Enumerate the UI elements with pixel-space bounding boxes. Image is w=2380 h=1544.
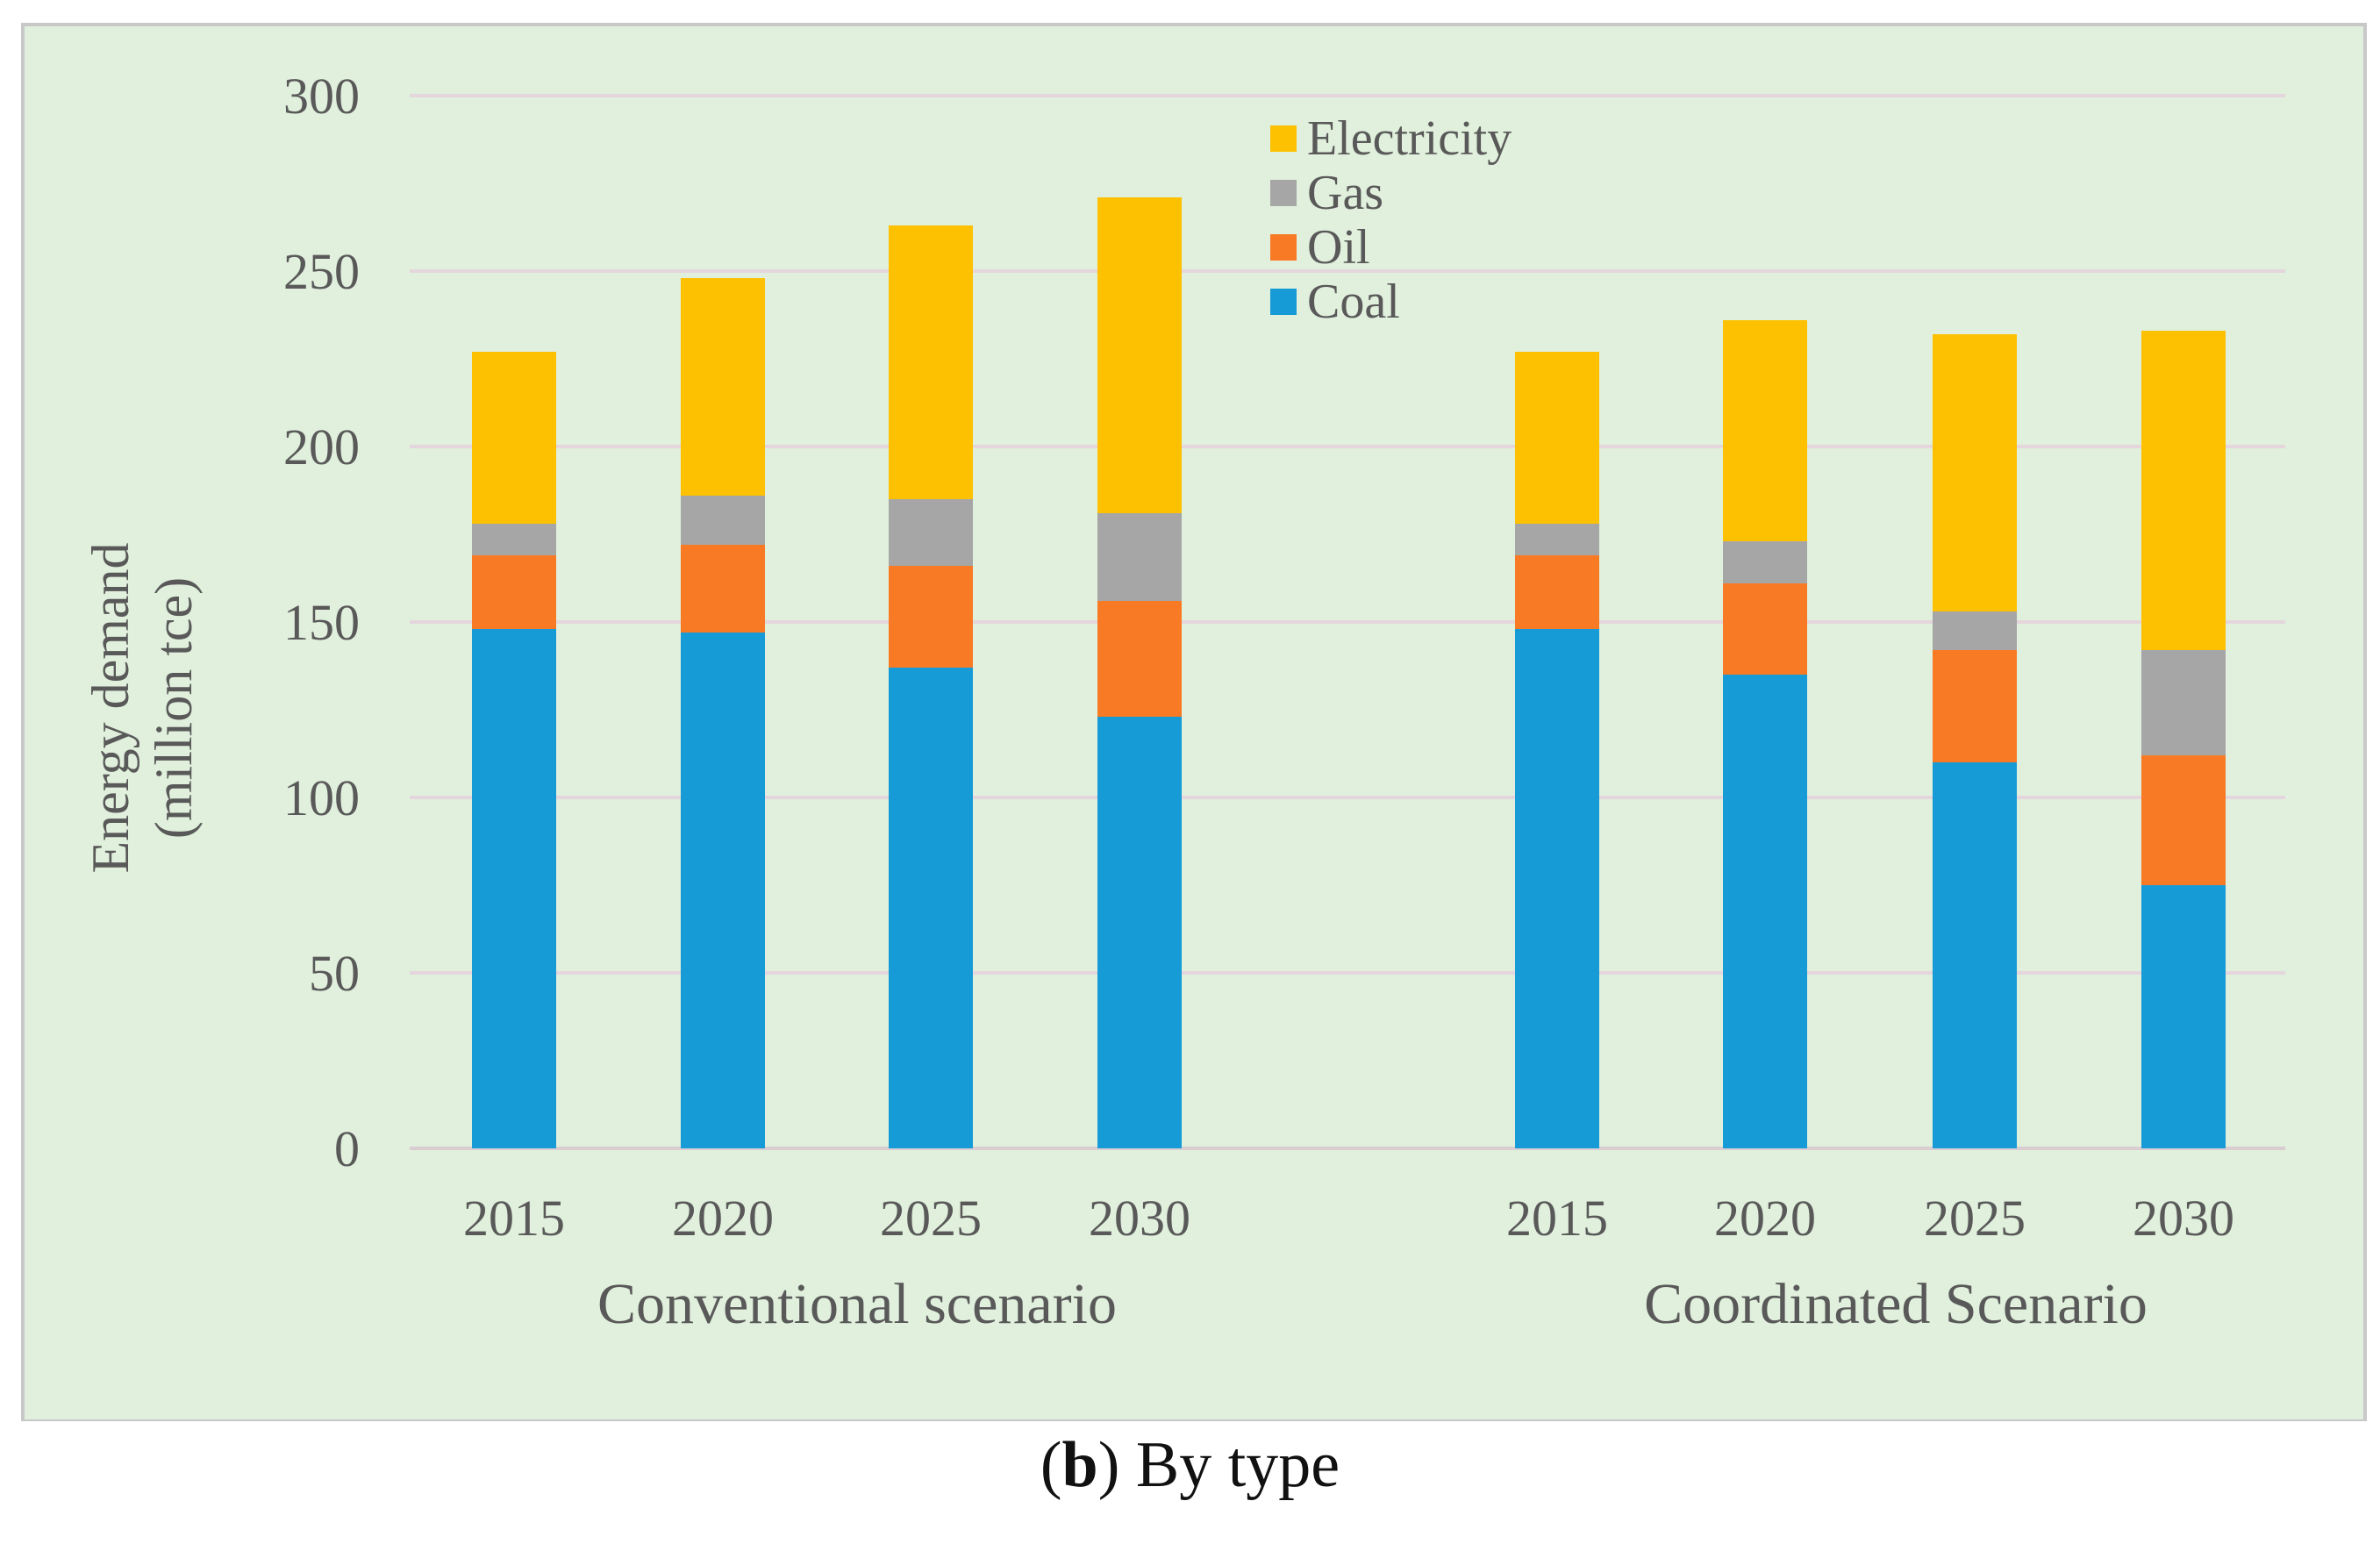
y-tick-label-50: 50 bbox=[309, 945, 360, 1002]
bar-conventional-2015-electricity bbox=[472, 352, 556, 524]
figure-caption: (b) By type bbox=[0, 1428, 2380, 1503]
y-axis-label-line1: Energy demand bbox=[82, 542, 139, 873]
bar-conventional-2030-electricity bbox=[1097, 197, 1182, 513]
legend-label-oil: Oil bbox=[1307, 220, 1370, 275]
caption-text: ) By type bbox=[1097, 1429, 1340, 1501]
y-tick-label-250: 250 bbox=[283, 243, 360, 300]
legend-swatch-gas bbox=[1270, 180, 1297, 206]
y-axis-label-line2: (million tce) bbox=[145, 577, 203, 839]
legend-swatch-electricity bbox=[1270, 125, 1297, 152]
bar-conventional-2025-electricity bbox=[889, 225, 973, 499]
bar-conventional-2030-oil bbox=[1097, 601, 1182, 717]
caption-open-paren: ( bbox=[1040, 1429, 1062, 1501]
bar-conventional-2025-gas bbox=[889, 499, 973, 566]
bar-conventional-2015-oil bbox=[472, 555, 556, 629]
bars bbox=[472, 197, 2226, 1148]
group-labels: Conventional scenario Coordinated Scenari… bbox=[597, 1272, 2148, 1336]
bar-conventional-2020-oil bbox=[681, 545, 765, 633]
bar-coordinated-2015-oil bbox=[1515, 555, 1599, 629]
legend-label-electricity: Electricity bbox=[1307, 111, 1512, 166]
legend-swatch-oil bbox=[1270, 234, 1297, 261]
bar-coordinated-2015-electricity bbox=[1515, 352, 1599, 524]
bar-coordinated-2025-electricity bbox=[1933, 334, 2017, 611]
chart: 0 50 100 150 200 250 300 Energy demand (millio… bbox=[21, 23, 2367, 1421]
bar-conventional-2020-gas bbox=[681, 496, 765, 545]
bar-conventional-2025-oil bbox=[889, 566, 973, 668]
group-label-conventional: Conventional scenario bbox=[597, 1272, 1117, 1336]
bar-coordinated-2015-gas bbox=[1515, 524, 1599, 555]
bar-conventional-2020-electricity bbox=[681, 278, 765, 496]
bar-coordinated-2030-oil bbox=[2141, 755, 2226, 885]
y-tick-label-100: 100 bbox=[283, 769, 360, 826]
bar-coordinated-2025-gas bbox=[1933, 611, 2017, 650]
bar-coordinated-2030-gas bbox=[2141, 650, 2226, 755]
bar-coordinated-2020-electricity bbox=[1723, 320, 1807, 541]
x-tick-label-coordinated-2020: 2020 bbox=[1714, 1190, 1816, 1247]
bar-coordinated-2030-electricity bbox=[2141, 331, 2226, 650]
bar-conventional-2020-coal bbox=[681, 633, 765, 1148]
y-tick-label-200: 200 bbox=[283, 418, 360, 475]
x-tick-labels: 2015 2020 2025 2030 2015 2020 2025 2030 bbox=[463, 1190, 2234, 1247]
x-tick-label-conventional-2030: 2030 bbox=[1089, 1190, 1190, 1247]
x-tick-label-conventional-2025: 2025 bbox=[880, 1190, 982, 1247]
y-axis-label: Energy demand (million tce) bbox=[82, 542, 203, 873]
bar-coordinated-2025-coal bbox=[1933, 762, 2017, 1148]
bar-conventional-2015-gas bbox=[472, 524, 556, 555]
bar-conventional-2030-gas bbox=[1097, 513, 1182, 601]
x-tick-label-conventional-2015: 2015 bbox=[463, 1190, 565, 1247]
legend-label-gas: Gas bbox=[1307, 166, 1383, 220]
y-tick-labels: 0 50 100 150 200 250 300 bbox=[283, 68, 360, 1177]
legend-label-coal: Coal bbox=[1307, 275, 1400, 329]
caption-letter: b bbox=[1061, 1429, 1098, 1501]
y-tick-label-300: 300 bbox=[283, 68, 360, 125]
bar-conventional-2015-coal bbox=[472, 629, 556, 1148]
bar-coordinated-2020-coal bbox=[1723, 675, 1807, 1148]
y-tick-label-150: 150 bbox=[283, 594, 360, 651]
bar-coordinated-2020-gas bbox=[1723, 541, 1807, 583]
bar-coordinated-2015-coal bbox=[1515, 629, 1599, 1148]
x-tick-label-coordinated-2025: 2025 bbox=[1924, 1190, 2026, 1247]
y-tick-label-0: 0 bbox=[334, 1120, 360, 1177]
group-label-coordinated: Coordinated Scenario bbox=[1644, 1272, 2148, 1336]
bar-coordinated-2020-oil bbox=[1723, 583, 1807, 675]
bar-conventional-2025-coal bbox=[889, 668, 973, 1148]
x-tick-label-coordinated-2015: 2015 bbox=[1506, 1190, 1608, 1247]
bar-conventional-2030-coal bbox=[1097, 717, 1182, 1148]
bar-coordinated-2025-oil bbox=[1933, 650, 2017, 762]
bar-coordinated-2030-coal bbox=[2141, 885, 2226, 1148]
x-tick-label-conventional-2020: 2020 bbox=[672, 1190, 774, 1247]
legend-swatch-coal bbox=[1270, 289, 1297, 315]
x-tick-label-coordinated-2030: 2030 bbox=[2133, 1190, 2234, 1247]
